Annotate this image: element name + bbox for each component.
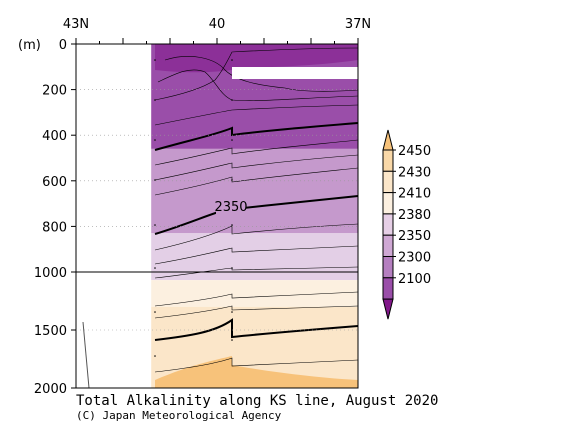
colorbar-label-2300: 2300	[398, 251, 431, 266]
top-dark-fill	[155, 44, 358, 73]
colorbar-top-arrow	[382, 129, 394, 151]
contour-fills	[155, 44, 358, 388]
colorbar-swatch-4	[382, 213, 394, 236]
top-tick-marks	[75, 38, 359, 44]
y-tick-label-800: 800	[42, 220, 67, 235]
x-tick-43N: 43N	[63, 17, 89, 32]
y-tick-label-200: 200	[42, 84, 67, 99]
colorbar-label-2350: 2350	[398, 229, 431, 244]
colorbar-swatch-3	[382, 192, 394, 215]
colorbar-label-2100: 2100	[398, 272, 431, 287]
y-tick-label-0: 0	[59, 38, 67, 53]
colorbar-swatch-2	[382, 170, 394, 194]
colorbar-label-2430: 2430	[398, 165, 431, 180]
colorbar-label-2380: 2380	[398, 208, 431, 223]
y-tick-label-2000: 2000	[34, 382, 67, 397]
credit-text: (C) Japan Meteorological Agency	[76, 409, 282, 422]
y-axis-unit: (m)	[18, 38, 41, 53]
y-tick-label-1000: 1000	[34, 266, 67, 281]
station-markers	[154, 59, 233, 357]
y-tick-label-400: 400	[42, 129, 67, 144]
colorbar-swatch-7	[382, 277, 394, 300]
colorbar-swatch-1	[382, 149, 394, 172]
colorbar-label-2450: 2450	[398, 144, 431, 159]
colorbar: 2450 2430 2410 2380 2350 2300 2100	[382, 129, 431, 320]
y-ticks: 0 200 400 600 800 1000 1500 2000	[34, 38, 358, 397]
depth-band-1	[151, 148, 358, 234]
contour-label-bg	[216, 200, 246, 214]
colorbar-swatch-6	[382, 256, 394, 279]
chart-title: Total Alkalinity along KS line, August 2…	[76, 393, 438, 409]
deep-orange-fill	[155, 356, 358, 388]
y-tick-label-600: 600	[42, 175, 67, 190]
colorbar-swatch-5	[382, 234, 394, 257]
missing-data-gap	[232, 67, 358, 79]
colorbar-label-2410: 2410	[398, 187, 431, 202]
colorbar-bottom-arrow	[382, 298, 394, 320]
bathymetry-line	[82, 321, 90, 389]
x-tick-40: 40	[209, 17, 226, 32]
contour-label: 2350	[214, 200, 247, 215]
x-tick-37N: 37N	[345, 17, 371, 32]
y-tick-label-1500: 1500	[34, 324, 67, 339]
depth-band-2	[151, 233, 358, 281]
